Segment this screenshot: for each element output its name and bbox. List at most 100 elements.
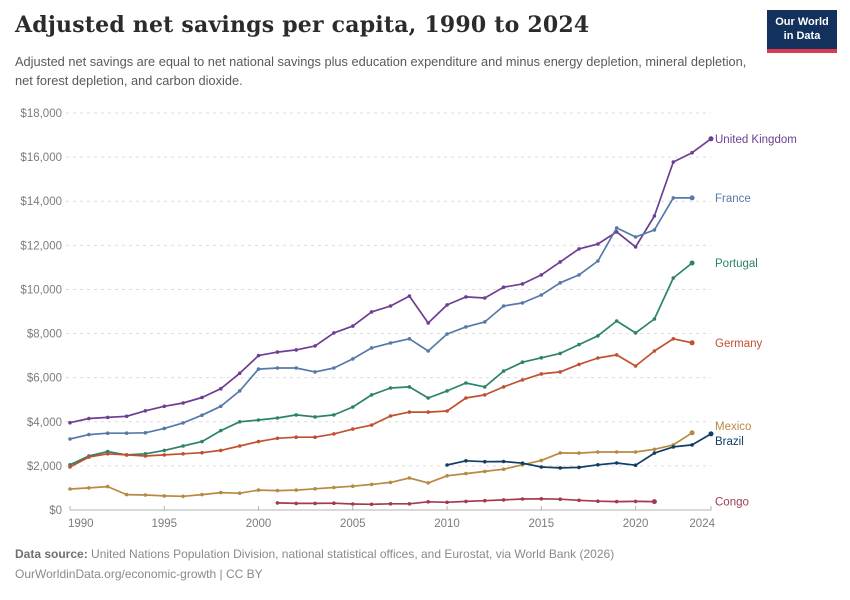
series-line-mexico[interactable] (68, 430, 695, 499)
data-point (633, 331, 638, 335)
data-source-label: Data source: (15, 547, 88, 561)
data-point (181, 494, 185, 499)
data-point (539, 293, 544, 297)
data-point (690, 150, 694, 155)
series-line-brazil[interactable] (445, 431, 714, 470)
data-point (313, 501, 317, 506)
y-tick-label: $0 (49, 505, 62, 517)
series-line-germany[interactable] (68, 337, 695, 469)
data-point (596, 259, 600, 263)
data-point (124, 414, 129, 419)
data-point (87, 416, 91, 421)
data-point (105, 484, 110, 489)
data-point (501, 385, 506, 389)
data-point (313, 415, 317, 419)
data-point (256, 488, 261, 492)
data-point (313, 370, 317, 374)
data-point (671, 445, 676, 449)
data-point (275, 366, 280, 370)
data-point (388, 414, 393, 418)
data-point (539, 458, 544, 463)
series-label-portugal[interactable]: Portugal (715, 258, 758, 270)
y-tick-label: $16,000 (20, 152, 62, 164)
data-point (143, 454, 148, 458)
permalink-link[interactable]: OurWorldinData.org/economic-growth (15, 567, 217, 581)
data-point (539, 497, 544, 501)
data-point (708, 136, 714, 142)
owid-logo[interactable]: Our World in Data (767, 10, 837, 53)
data-point (294, 413, 299, 417)
series-label-france[interactable]: France (715, 193, 751, 205)
data-point (539, 372, 544, 376)
data-point (181, 444, 185, 448)
data-point (294, 435, 299, 440)
x-tick-label: 2015 (529, 518, 555, 530)
data-point (464, 499, 468, 504)
data-point (558, 260, 562, 264)
data-point (633, 450, 638, 454)
data-point (577, 247, 581, 251)
series-label-united-kingdom[interactable]: United Kingdom (715, 134, 797, 146)
data-point (369, 502, 374, 507)
data-point (596, 499, 600, 504)
data-point (596, 356, 600, 360)
data-point (558, 281, 562, 285)
x-axis: 1990 1995 2000 2005 2010 2015 2020 2024 (68, 506, 716, 530)
data-point (87, 432, 91, 437)
data-point (577, 465, 581, 470)
data-point (520, 282, 525, 286)
data-point (690, 443, 694, 447)
x-tick-label: 2000 (246, 518, 272, 530)
data-point (388, 341, 393, 345)
series-label-mexico[interactable]: Mexico (715, 421, 751, 433)
data-point (633, 235, 638, 239)
data-point (501, 285, 506, 290)
owid-logo-line1: Our World (775, 16, 829, 28)
data-point (219, 386, 223, 391)
data-point (313, 344, 317, 348)
series-line-france[interactable] (68, 195, 695, 441)
data-point (275, 350, 280, 354)
x-tick-label: 2024 (689, 518, 715, 530)
data-point (388, 480, 393, 485)
data-point (577, 498, 581, 503)
y-tick-label: $2,000 (27, 461, 62, 473)
data-point (143, 493, 148, 497)
data-point (445, 332, 449, 336)
data-point (237, 444, 242, 448)
series-line-portugal[interactable] (68, 260, 695, 467)
data-point (539, 465, 544, 469)
data-point (464, 396, 468, 400)
data-point (483, 469, 487, 474)
data-point (200, 492, 204, 497)
x-tick-label: 2010 (434, 518, 460, 530)
data-point (124, 492, 129, 497)
data-point (501, 467, 506, 472)
data-point (426, 396, 431, 400)
data-point (256, 367, 261, 371)
data-point (105, 452, 110, 456)
series-label-germany[interactable]: Germany (715, 338, 763, 350)
data-point (68, 487, 72, 491)
data-point (464, 295, 468, 299)
data-point (708, 431, 714, 437)
data-point (445, 463, 449, 467)
data-point (652, 447, 657, 452)
chart-title: Adjusted net savings per capita, 1990 to… (15, 12, 590, 38)
data-point (520, 301, 525, 305)
data-point (445, 303, 449, 307)
series-label-brazil[interactable]: Brazil (715, 436, 744, 448)
series-label-congo[interactable]: Congo (715, 497, 749, 509)
series-line-congo[interactable] (275, 497, 657, 507)
data-point (332, 413, 336, 417)
data-point (237, 371, 242, 376)
data-point (294, 366, 299, 370)
series-line-united-kingdom[interactable] (68, 136, 714, 425)
data-point (200, 450, 204, 455)
data-point (577, 362, 581, 367)
data-point (162, 453, 167, 457)
data-point (68, 420, 72, 425)
y-tick-label: $12,000 (20, 240, 62, 252)
